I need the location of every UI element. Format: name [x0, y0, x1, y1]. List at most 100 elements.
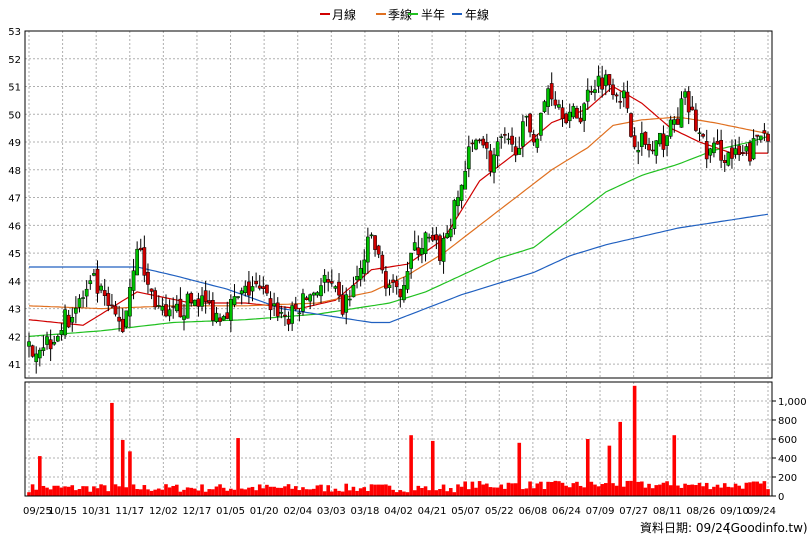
candle-up	[59, 330, 64, 335]
candle-up	[658, 132, 662, 145]
volume-bar	[690, 484, 695, 496]
candle-up	[596, 75, 601, 87]
volume-bar	[571, 483, 576, 496]
volume-bar	[542, 489, 547, 496]
volume-bar	[167, 487, 172, 496]
candle-up	[99, 285, 103, 291]
candle-down	[138, 247, 143, 251]
volume-bar	[513, 483, 518, 496]
candle-up	[239, 290, 244, 294]
volume-bar	[737, 485, 741, 496]
candle-up	[34, 353, 39, 363]
date-tick-label: 03/03	[317, 506, 346, 517]
volume-grid	[25, 382, 772, 497]
volume-bar	[77, 489, 82, 496]
candle-down	[531, 134, 536, 143]
volume-bar	[326, 485, 330, 496]
volume-bar	[193, 488, 197, 496]
candle-up	[272, 303, 276, 307]
volume-bar	[279, 487, 284, 496]
volume-bar	[629, 480, 633, 496]
volume-bar	[315, 485, 320, 496]
volume-bar	[683, 483, 687, 496]
candle-down	[376, 245, 381, 255]
volume-bar	[391, 489, 395, 496]
volume-bar	[384, 484, 388, 496]
candle-up	[81, 297, 85, 299]
volume-bar	[138, 489, 143, 496]
candle-down	[722, 160, 727, 163]
candle-up	[88, 280, 93, 285]
candle-down	[484, 142, 489, 149]
candle-down	[283, 314, 287, 317]
candle-up	[402, 285, 406, 301]
candle-up	[174, 303, 179, 312]
volume-bar	[488, 487, 493, 496]
candle-down	[560, 107, 565, 119]
candle-down	[142, 247, 147, 276]
candle-down	[218, 317, 222, 322]
candle-down	[153, 290, 158, 308]
volume-bar	[697, 482, 702, 496]
candle-down	[286, 318, 291, 325]
candle-up	[351, 284, 356, 298]
volume-bar	[614, 485, 619, 496]
candle-down	[326, 279, 331, 283]
candle-down	[210, 300, 215, 321]
candle-down	[380, 254, 385, 271]
candle-down	[178, 298, 183, 318]
volume-bar	[521, 489, 525, 496]
volume-bar	[585, 439, 590, 496]
volume-bar	[232, 489, 237, 496]
candle-up	[427, 236, 431, 239]
candle-down	[470, 142, 475, 145]
candle-down	[430, 234, 435, 241]
volume-bars	[27, 385, 770, 496]
candle-up	[63, 309, 67, 336]
candle-down	[513, 146, 518, 156]
candle-up	[582, 103, 587, 121]
candle-up	[200, 295, 204, 307]
candle-up	[621, 90, 626, 99]
volume-bar	[319, 484, 323, 496]
volume-bar	[146, 489, 150, 496]
volume-tick-label: 1,000	[778, 397, 807, 408]
volume-bar	[427, 490, 431, 496]
volume-bar	[470, 481, 475, 496]
volume-bar	[196, 490, 201, 496]
candle-down	[337, 281, 341, 296]
chart-axes: 41 42 43 44 45 46 47 48 49 50 51 52 53 0 200 400 600 800 1…	[8, 27, 806, 517]
volume-bar	[214, 486, 219, 496]
volume-bar	[463, 481, 467, 496]
volume-bar	[528, 481, 532, 496]
volume-bar	[308, 489, 312, 496]
volume-tick-label: 600	[778, 435, 797, 446]
candle-down	[113, 305, 118, 315]
volume-bar	[650, 488, 655, 496]
volume-bar	[668, 485, 673, 496]
volume-bar	[153, 489, 157, 496]
volume-bar	[459, 486, 464, 496]
candle-down	[737, 145, 742, 155]
legend-month-label: 月線	[332, 7, 356, 22]
halfyear-ma-line	[28, 135, 769, 337]
volume-bar	[748, 482, 752, 496]
candle-down	[340, 294, 345, 315]
candle-down	[203, 290, 208, 302]
candle-down	[66, 314, 71, 328]
candle-down	[690, 106, 695, 111]
volume-bar	[755, 481, 759, 496]
volume-bar	[261, 488, 266, 496]
volume-bar	[120, 439, 125, 496]
volume-bar	[63, 486, 67, 496]
volume-bar	[758, 483, 763, 496]
volume-bar	[582, 487, 586, 496]
candle-down	[391, 279, 395, 283]
candle-up	[535, 138, 540, 148]
price-tick-label: 44	[8, 277, 21, 288]
candle-up	[423, 232, 428, 255]
date-tick-label: 02/04	[283, 506, 312, 517]
volume-bar	[715, 484, 720, 496]
volume-bar	[719, 487, 723, 496]
